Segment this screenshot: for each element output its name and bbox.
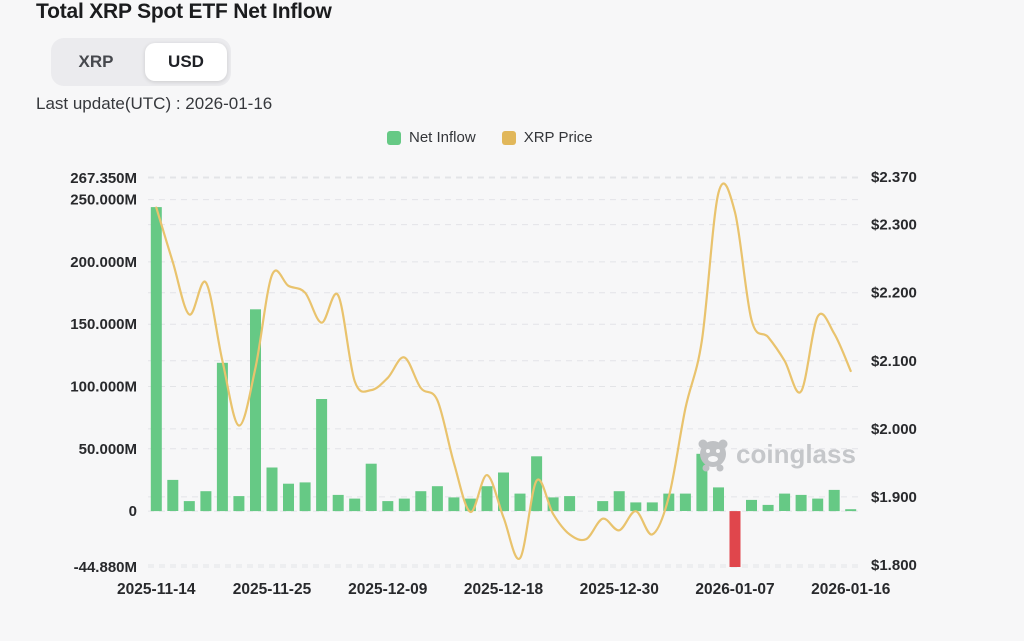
net-inflow-bar[interactable]	[679, 493, 691, 511]
net-inflow-bar[interactable]	[415, 491, 427, 512]
net-inflow-bar[interactable]	[779, 493, 791, 511]
watermark-part	[718, 439, 728, 449]
net-inflow-bar[interactable]	[365, 463, 377, 511]
net-inflow-bar[interactable]	[266, 467, 278, 512]
net-inflow-bar[interactable]	[729, 511, 741, 567]
x-axis-tick-label: 2025-11-25	[233, 581, 312, 598]
watermark-part	[716, 464, 724, 472]
x-axis-tick-label: 2025-12-30	[580, 581, 659, 598]
net-inflow-bar[interactable]	[233, 496, 245, 512]
x-axis-tick-label: 2026-01-16	[811, 581, 891, 598]
legend-item-net-inflow[interactable]: Net Inflow	[387, 129, 476, 146]
net-inflow-bar[interactable]	[696, 453, 708, 512]
net-inflow-bar[interactable]	[382, 501, 394, 512]
net-inflow-bar[interactable]	[762, 504, 774, 512]
net-inflow-bar[interactable]	[299, 482, 311, 512]
watermark: coinglass	[698, 439, 856, 472]
right-axis-tick-label: $1.900	[871, 489, 917, 506]
left-axis-tick-label: 0	[129, 503, 137, 520]
page-title: Total XRP Spot ETF Net Inflow	[36, 0, 332, 23]
net-inflow-bar[interactable]	[250, 309, 261, 512]
net-inflow-bar[interactable]	[398, 498, 410, 512]
toggle-option-usd[interactable]: USD	[145, 43, 227, 81]
net-inflow-bar[interactable]	[167, 479, 179, 511]
watermark-part	[716, 449, 720, 453]
unit-toggle: XRP USD	[51, 38, 231, 86]
net-inflow-bar[interactable]	[713, 487, 724, 512]
net-inflow-swatch-icon	[387, 130, 401, 145]
net-inflow-bar[interactable]	[663, 493, 675, 511]
net-inflow-bar[interactable]	[316, 399, 328, 512]
right-axis-tick-label: $2.100	[871, 353, 917, 370]
left-axis-tick-label: -44.880M	[74, 559, 137, 576]
net-inflow-bar[interactable]	[746, 499, 757, 512]
net-inflow-bar[interactable]	[200, 491, 212, 512]
watermark-text: coinglass	[736, 439, 856, 469]
net-inflow-bar[interactable]	[630, 502, 642, 512]
x-axis-tick-label: 2025-12-09	[348, 581, 428, 598]
net-inflow-bar[interactable]	[448, 497, 460, 512]
left-axis-tick-label: 200.000M	[70, 254, 137, 271]
net-inflow-bar[interactable]	[464, 498, 476, 512]
watermark-part	[708, 456, 718, 462]
right-axis-tick-label: $2.370	[871, 169, 917, 186]
net-inflow-bar[interactable]	[845, 509, 857, 512]
legend-label: XRP Price	[523, 129, 593, 146]
net-inflow-bar[interactable]	[481, 486, 493, 512]
right-axis-tick-label: $2.200	[871, 285, 917, 302]
net-inflow-bar[interactable]	[597, 501, 609, 512]
net-inflow-bar[interactable]	[216, 362, 228, 512]
net-inflow-bar[interactable]	[498, 472, 509, 512]
net-inflow-bar[interactable]	[547, 497, 559, 512]
x-axis-tick-label: 2026-01-07	[695, 581, 774, 598]
watermark-part	[698, 439, 708, 449]
net-inflow-bar[interactable]	[183, 501, 195, 512]
left-axis-tick-label: 150.000M	[70, 316, 137, 333]
net-inflow-bar[interactable]	[349, 498, 361, 512]
last-update-label: Last update(UTC) : 2026-01-16	[36, 94, 273, 113]
right-axis-tick-label: $2.300	[871, 217, 917, 234]
right-axis-tick-label: $2.000	[871, 421, 917, 438]
net-inflow-bar[interactable]	[646, 502, 658, 512]
right-axis-tick-label: $1.800	[871, 557, 917, 574]
left-axis-tick-label: 267.350M	[70, 170, 137, 187]
left-axis-tick-label: 250.000M	[70, 192, 137, 209]
net-inflow-bar[interactable]	[150, 207, 162, 512]
net-inflow-bar[interactable]	[812, 498, 824, 512]
x-axis-tick-label: 2025-11-14	[117, 581, 196, 598]
net-inflow-bar[interactable]	[332, 494, 344, 512]
xrp-price-line	[155, 182, 852, 560]
watermark-part	[706, 449, 710, 453]
chart-legend: Net Inflow XRP Price	[387, 129, 593, 146]
watermark-part	[702, 464, 710, 472]
left-axis-tick-label: 100.000M	[70, 378, 137, 395]
net-inflow-bar[interactable]	[828, 489, 840, 512]
net-inflow-bar[interactable]	[564, 496, 576, 512]
xrp-price-swatch-icon	[501, 130, 516, 145]
left-axis-tick-label: 50.000M	[79, 441, 137, 458]
net-inflow-bar[interactable]	[514, 493, 526, 511]
net-inflow-bar[interactable]	[283, 483, 294, 512]
coinglass-logo-icon	[700, 441, 726, 467]
net-inflow-bar[interactable]	[613, 491, 625, 512]
net-inflow-bar[interactable]	[531, 456, 543, 512]
toggle-option-xrp[interactable]: XRP	[78, 52, 114, 71]
legend-label: Net Inflow	[409, 129, 476, 146]
x-axis-tick-label: 2025-12-18	[464, 581, 544, 598]
legend-item-xrp-price[interactable]: XRP Price	[501, 129, 593, 146]
net-inflow-bar[interactable]	[431, 486, 443, 512]
net-inflow-bar[interactable]	[795, 494, 807, 512]
